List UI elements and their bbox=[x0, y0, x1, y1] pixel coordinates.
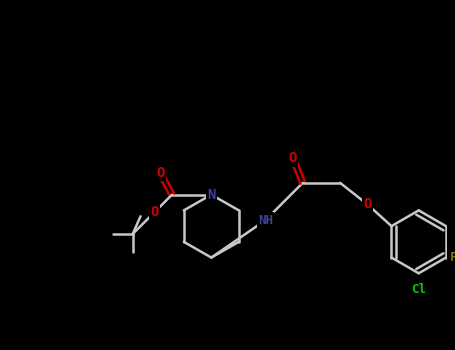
Text: O: O bbox=[364, 197, 372, 211]
Text: F: F bbox=[450, 251, 455, 264]
Text: O: O bbox=[289, 151, 297, 165]
Text: NH: NH bbox=[258, 214, 273, 227]
Text: Cl: Cl bbox=[411, 282, 426, 295]
Text: O: O bbox=[150, 205, 158, 219]
Text: O: O bbox=[156, 166, 164, 180]
Text: N: N bbox=[207, 188, 216, 202]
